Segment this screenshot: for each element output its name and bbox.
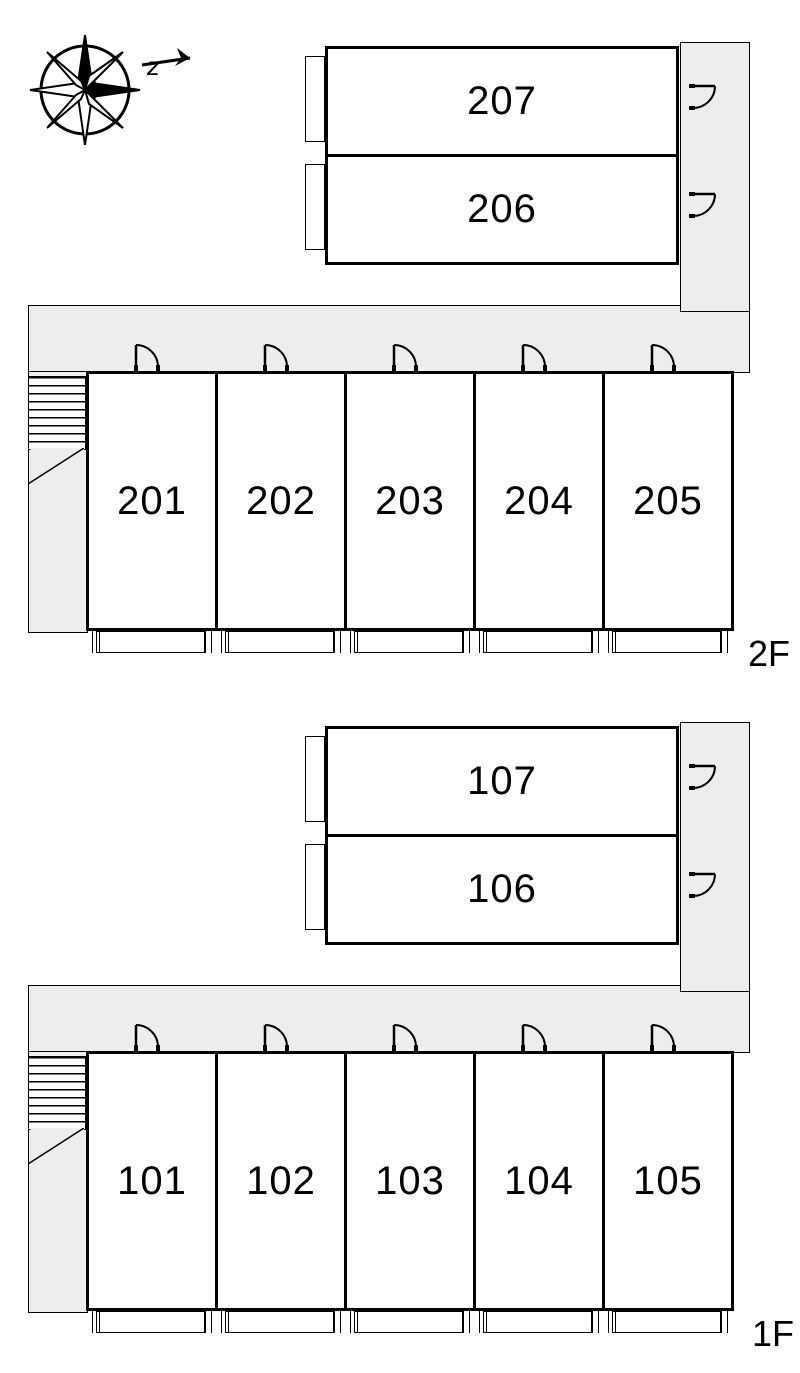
svg-text:z: z <box>146 51 160 81</box>
balcony <box>225 1311 335 1333</box>
compass-icon: z <box>25 25 205 160</box>
door-icon <box>515 335 555 380</box>
unit-103: 103 <box>344 1051 476 1311</box>
door-icon <box>128 1015 168 1060</box>
balcony-post <box>591 1311 599 1333</box>
balcony-post <box>92 1311 100 1333</box>
balcony <box>305 56 325 142</box>
door-icon <box>257 335 297 380</box>
door-icon <box>685 78 725 123</box>
balcony <box>96 631 206 653</box>
unit-label: 105 <box>633 1159 703 1204</box>
balcony-post <box>479 631 487 653</box>
balcony <box>354 1311 464 1333</box>
door-icon <box>128 335 168 380</box>
balcony <box>96 1311 206 1333</box>
balcony-post <box>462 1311 470 1333</box>
unit-101: 101 <box>86 1051 218 1311</box>
balcony-post <box>221 1311 229 1333</box>
balcony <box>354 631 464 653</box>
unit-106: 106 <box>325 834 679 945</box>
unit-203: 203 <box>344 371 476 631</box>
unit-102: 102 <box>215 1051 347 1311</box>
unit-label: 204 <box>504 479 574 524</box>
floorplan-canvas: z 201 202 203 204 205 207 206 <box>0 0 800 1373</box>
balcony-post <box>333 631 341 653</box>
balcony <box>225 631 335 653</box>
door-icon <box>386 335 426 380</box>
balcony-post <box>204 1311 212 1333</box>
unit-204: 204 <box>473 371 605 631</box>
door-icon <box>644 1015 684 1060</box>
stairs-icon <box>28 1056 86 1130</box>
balcony-post <box>333 1311 341 1333</box>
unit-label: 107 <box>467 759 537 804</box>
unit-label: 205 <box>633 479 703 524</box>
floor-label: 1F <box>752 1313 794 1355</box>
unit-label: 104 <box>504 1159 574 1204</box>
unit-label: 206 <box>467 187 537 232</box>
balcony-post <box>479 1311 487 1333</box>
unit-label: 201 <box>117 479 187 524</box>
door-icon <box>685 866 725 911</box>
balcony-post <box>462 631 470 653</box>
unit-202: 202 <box>215 371 347 631</box>
balcony <box>612 631 722 653</box>
balcony-post <box>350 1311 358 1333</box>
unit-label: 103 <box>375 1159 445 1204</box>
unit-label: 102 <box>246 1159 316 1204</box>
door-icon <box>685 758 725 803</box>
unit-label: 207 <box>467 79 537 124</box>
unit-label: 203 <box>375 479 445 524</box>
unit-207: 207 <box>325 46 679 157</box>
door-icon <box>515 1015 555 1060</box>
balcony-post <box>720 1311 728 1333</box>
door-icon <box>644 335 684 380</box>
balcony <box>305 736 325 822</box>
unit-104: 104 <box>473 1051 605 1311</box>
balcony-post <box>204 631 212 653</box>
door-icon <box>386 1015 426 1060</box>
stairs-icon <box>28 376 86 450</box>
unit-label: 101 <box>117 1159 187 1204</box>
balcony <box>483 1311 593 1333</box>
balcony <box>305 844 325 930</box>
balcony <box>483 631 593 653</box>
balcony <box>305 164 325 250</box>
unit-label: 202 <box>246 479 316 524</box>
unit-206: 206 <box>325 154 679 265</box>
door-icon <box>257 1015 297 1060</box>
unit-label: 106 <box>467 867 537 912</box>
unit-201: 201 <box>86 371 218 631</box>
balcony-post <box>591 631 599 653</box>
balcony-post <box>720 631 728 653</box>
door-icon <box>685 186 725 231</box>
unit-205: 205 <box>602 371 734 631</box>
balcony-post <box>608 631 616 653</box>
unit-107: 107 <box>325 726 679 837</box>
balcony <box>612 1311 722 1333</box>
balcony-post <box>608 1311 616 1333</box>
unit-105: 105 <box>602 1051 734 1311</box>
balcony-post <box>350 631 358 653</box>
floor-label: 2F <box>748 633 790 675</box>
balcony-post <box>221 631 229 653</box>
balcony-post <box>92 631 100 653</box>
